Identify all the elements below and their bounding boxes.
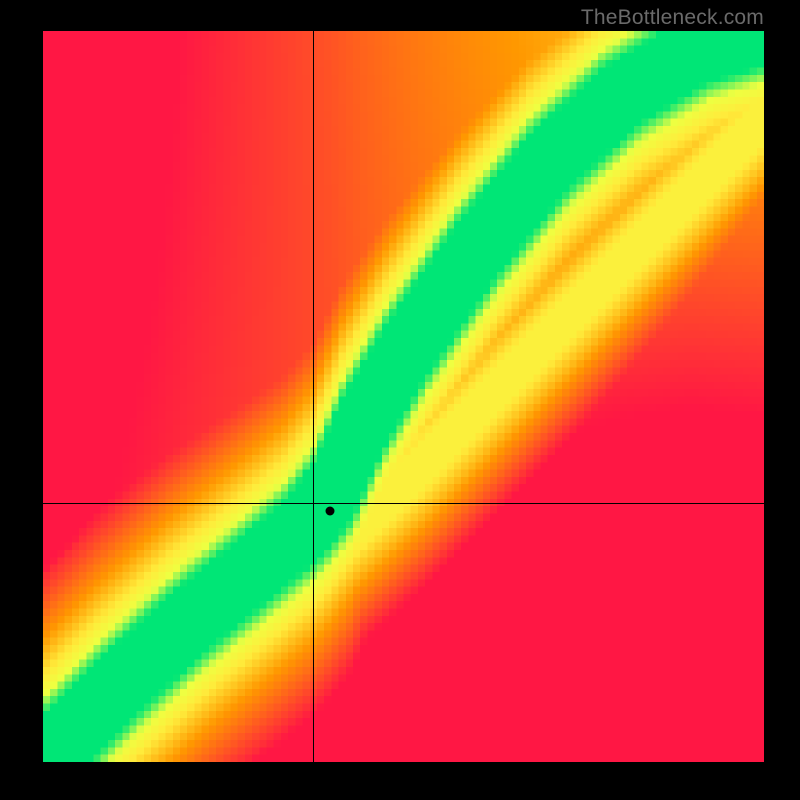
heatmap-canvas <box>43 31 764 762</box>
crosshair-vertical <box>313 31 314 762</box>
selection-marker <box>325 506 334 515</box>
crosshair-horizontal <box>43 503 764 504</box>
heatmap-plot <box>43 31 764 762</box>
watermark-text: TheBottleneck.com <box>581 6 764 30</box>
